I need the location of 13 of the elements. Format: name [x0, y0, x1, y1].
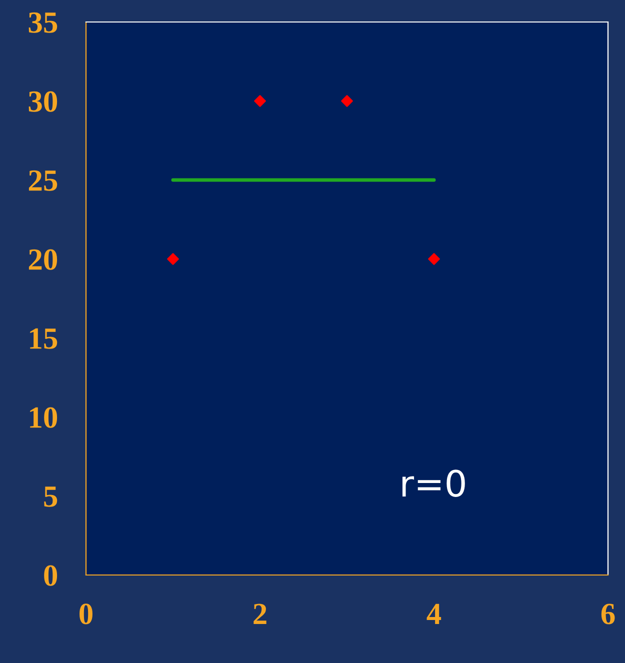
y-tick-label: 5: [44, 486, 58, 507]
x-tick-label: 0: [80, 604, 92, 624]
y-tick-label: 10: [30, 407, 58, 428]
y-tick-label: 25: [28, 170, 58, 191]
y-tick-label: 30: [28, 91, 58, 112]
annotation: r=0: [402, 470, 465, 497]
y-tick-label: 15: [30, 328, 58, 349]
y-tick-label: 0: [44, 565, 58, 586]
x-tick-label: 4: [426, 604, 442, 624]
y-tick-label: 20: [28, 249, 58, 270]
y-tick-label: 35: [28, 12, 58, 33]
x-tick-label: 2: [254, 604, 266, 624]
x-tick-label: 6: [601, 604, 615, 624]
